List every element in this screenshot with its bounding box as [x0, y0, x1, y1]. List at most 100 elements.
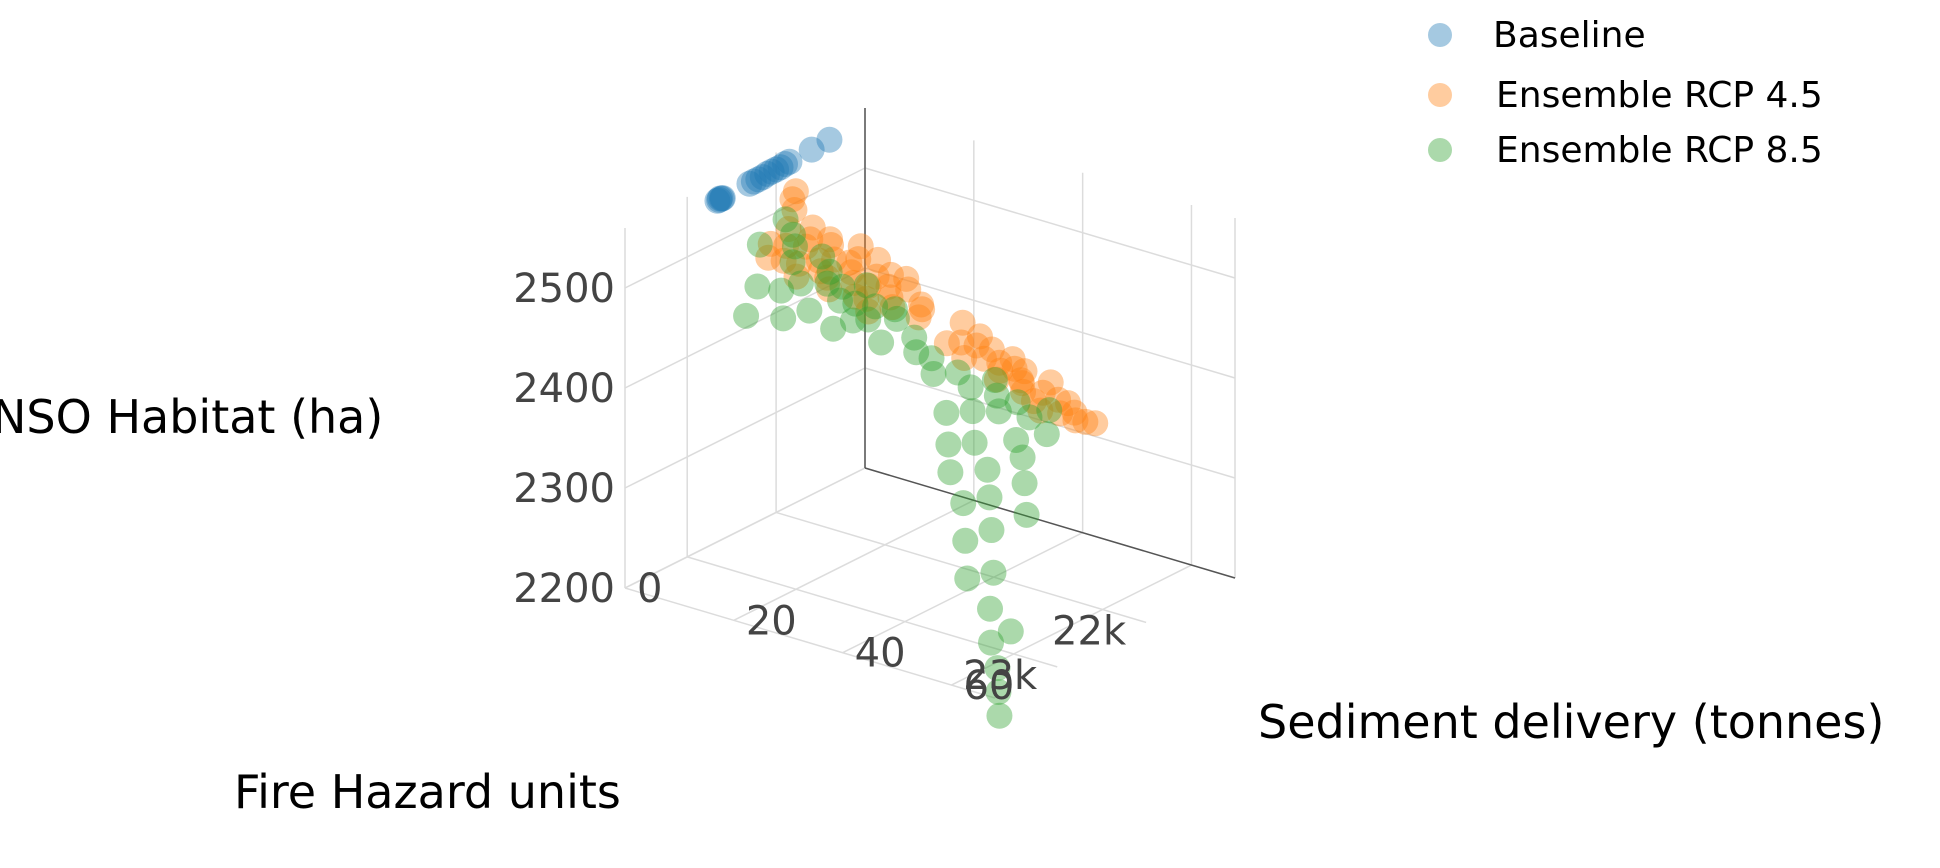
data-point: [853, 285, 880, 312]
data-point: [767, 154, 794, 181]
y-gridline: [733, 499, 975, 622]
data-point: [959, 398, 986, 425]
data-point: [1010, 378, 1037, 405]
data-point: [976, 484, 1003, 511]
data-point: [961, 429, 988, 456]
data-point: [792, 233, 819, 260]
data-point: [740, 168, 767, 195]
data-point: [746, 231, 773, 258]
data-point: [842, 290, 869, 317]
data-point: [709, 185, 736, 212]
y-tick-label: 0: [637, 566, 662, 612]
data-point: [773, 232, 800, 259]
data-point: [827, 287, 854, 314]
legend: Baseline Ensemble RCP 4.5 Ensemble RCP 8…: [1428, 15, 1823, 171]
z-gridline: [864, 267, 1236, 379]
data-point: [1004, 389, 1031, 416]
data-point: [782, 178, 809, 205]
data-point: [974, 456, 1001, 483]
data-point: [770, 247, 797, 274]
data-point: [862, 293, 889, 320]
data-point: [807, 258, 834, 285]
data-point: [1055, 390, 1082, 417]
data-point: [865, 246, 892, 273]
data-point: [816, 258, 843, 285]
data-point: [706, 186, 733, 213]
y-tick-label: 60: [963, 663, 1014, 709]
data-point: [799, 214, 826, 241]
x-axis-title: Fire Hazard units: [234, 765, 621, 819]
data-point: [877, 284, 904, 311]
data-point: [845, 246, 872, 273]
data-point: [754, 160, 781, 187]
data-point: [783, 263, 810, 290]
data-point: [997, 618, 1024, 645]
data-point: [999, 346, 1026, 373]
data-point: [1016, 404, 1043, 431]
data-point: [838, 259, 865, 286]
data-point: [901, 324, 928, 351]
x-gridline: [687, 556, 1058, 668]
tick-labels: 2200 2300 2400 2500 22k 23k 0 20 40 60: [513, 266, 1127, 709]
data-point: [957, 374, 984, 401]
data-point: [763, 156, 790, 183]
data-point: [963, 332, 990, 359]
data-point: [836, 249, 863, 276]
data-point: [937, 459, 964, 486]
data-point: [978, 517, 1005, 544]
data-point: [816, 126, 843, 153]
data-point: [951, 344, 978, 371]
data-point: [920, 360, 947, 387]
data-point: [1062, 407, 1089, 434]
data-point: [855, 272, 882, 299]
axis-edges: [864, 108, 1236, 579]
data-point: [1036, 397, 1063, 424]
data-point: [816, 276, 843, 303]
legend-item-rcp45: Ensemble RCP 4.5: [1428, 75, 1823, 116]
data-point: [855, 298, 882, 325]
data-point: [977, 595, 1004, 622]
z-gridline: [624, 367, 866, 489]
data-point: [704, 187, 731, 214]
data-point: [749, 164, 776, 191]
data-point: [970, 345, 997, 372]
data-point: [983, 366, 1010, 393]
data-point: [984, 655, 1011, 682]
data-point: [1013, 501, 1040, 528]
data-point: [842, 283, 869, 310]
data-point: [933, 330, 960, 357]
data-point: [1033, 421, 1060, 448]
series-1: [704, 126, 843, 214]
data-point: [787, 270, 814, 297]
y-axis-line: [864, 467, 1236, 579]
series-3: [733, 206, 1063, 729]
series-2: [755, 178, 1109, 437]
data-point: [981, 366, 1008, 393]
data-point: [952, 527, 979, 554]
z-gridline: [864, 367, 1236, 479]
z-axis-title: NSO Habitat (ha): [0, 390, 383, 444]
data-point: [772, 151, 798, 177]
legend-marker-baseline: [1428, 23, 1452, 47]
data-point: [1003, 427, 1030, 454]
data-point: [1008, 367, 1035, 394]
data-point: [708, 185, 735, 212]
y-gridline: [951, 564, 1192, 686]
data-point: [948, 329, 975, 356]
data-point: [933, 399, 960, 426]
data-point: [954, 565, 981, 592]
data-point: [881, 296, 908, 323]
legend-label-rcp85: Ensemble RCP 8.5: [1496, 130, 1823, 171]
legend-item-baseline: Baseline: [1428, 15, 1646, 56]
data-point: [980, 559, 1007, 586]
legend-item-rcp85: Ensemble RCP 8.5: [1428, 130, 1823, 171]
data-point: [745, 166, 772, 193]
data-point: [950, 490, 977, 517]
data-point: [839, 307, 866, 334]
z-gridline: [624, 467, 866, 589]
data-point: [797, 226, 824, 253]
data-point: [755, 244, 782, 271]
data-point: [944, 359, 971, 386]
data-point: [987, 357, 1014, 384]
